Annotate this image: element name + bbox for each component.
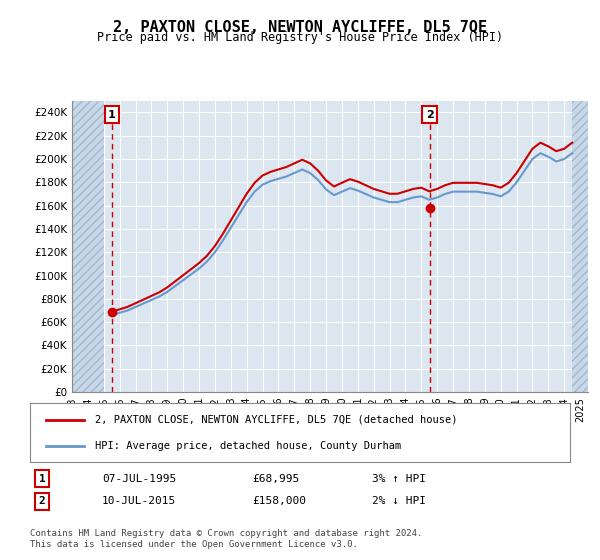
Text: £68,995: £68,995 — [252, 474, 299, 484]
Text: 07-JUL-1995: 07-JUL-1995 — [102, 474, 176, 484]
Text: 10-JUL-2015: 10-JUL-2015 — [102, 496, 176, 506]
Bar — [572, 101, 588, 392]
Text: 1: 1 — [108, 110, 116, 120]
Text: Price paid vs. HM Land Registry's House Price Index (HPI): Price paid vs. HM Land Registry's House … — [97, 31, 503, 44]
Text: 2, PAXTON CLOSE, NEWTON AYCLIFFE, DL5 7QE: 2, PAXTON CLOSE, NEWTON AYCLIFFE, DL5 7Q… — [113, 20, 487, 35]
Text: 1: 1 — [38, 474, 46, 484]
Text: 2, PAXTON CLOSE, NEWTON AYCLIFFE, DL5 7QE (detached house): 2, PAXTON CLOSE, NEWTON AYCLIFFE, DL5 7Q… — [95, 414, 457, 424]
Text: Contains HM Land Registry data © Crown copyright and database right 2024.
This d: Contains HM Land Registry data © Crown c… — [30, 529, 422, 549]
Text: £158,000: £158,000 — [252, 496, 306, 506]
Text: 2% ↓ HPI: 2% ↓ HPI — [372, 496, 426, 506]
Text: HPI: Average price, detached house, County Durham: HPI: Average price, detached house, Coun… — [95, 441, 401, 451]
Text: 3% ↑ HPI: 3% ↑ HPI — [372, 474, 426, 484]
Bar — [72, 101, 104, 392]
Text: 2: 2 — [38, 496, 46, 506]
Text: 2: 2 — [425, 110, 433, 120]
